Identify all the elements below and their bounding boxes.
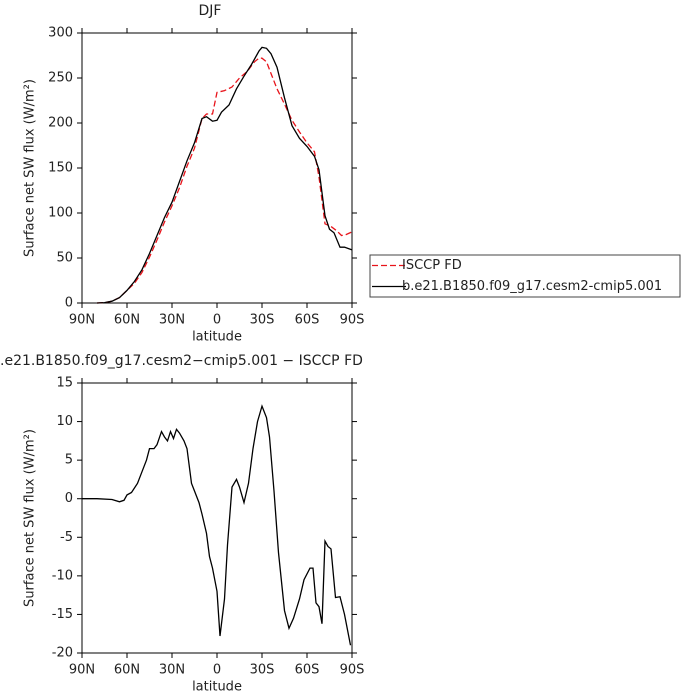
y-tick-label: -5: [60, 530, 73, 545]
plot-frame: [81, 382, 353, 654]
y-tick-label: -20: [52, 646, 73, 661]
data-line: [96, 57, 353, 304]
x-axis-label: latitude: [192, 680, 242, 695]
x-tick-label: 0: [213, 313, 221, 328]
plot-frame: [81, 32, 353, 304]
legend-label: ISCCP FD: [402, 258, 462, 273]
x-tick-label: 30S: [250, 313, 275, 328]
data-line: [96, 46, 353, 304]
x-tick-label: 60S: [295, 663, 320, 678]
y-tick-label: -15: [52, 607, 73, 622]
x-tick-label: 30N: [159, 313, 185, 328]
x-tick-label: 60S: [295, 313, 320, 328]
y-tick-label: 150: [48, 161, 73, 176]
y-tick-label: 0: [65, 296, 73, 311]
x-tick-label: 90S: [340, 663, 365, 678]
y-tick-label: 50: [56, 251, 73, 266]
y-tick-label: 300: [48, 26, 73, 41]
x-tick-label: 90N: [69, 663, 95, 678]
y-tick-label: 0: [65, 491, 73, 506]
y-tick-label: 10: [56, 414, 73, 429]
x-tick-label: 90N: [69, 313, 95, 328]
x-axis-label: latitude: [192, 330, 242, 345]
y-tick-label: 5: [65, 453, 73, 468]
y-tick-label: 200: [48, 116, 73, 131]
y-tick-label: 250: [48, 71, 73, 86]
y-tick-label: -10: [52, 568, 73, 583]
chart-title: .e21.B1850.f09_g17.cesm2−cmip5.001 − ISC…: [0, 353, 363, 369]
x-tick-label: 60N: [114, 313, 140, 328]
legend-box: [369, 254, 681, 298]
x-tick-label: 90S: [340, 313, 365, 328]
y-axis-label: Surface net SW flux (W/m²): [23, 429, 38, 607]
legend-label: b.e21.B1850.f09_g17.cesm2-cmip5.001: [402, 279, 662, 294]
data-line: [82, 404, 352, 646]
chart-title: DJF: [199, 3, 222, 19]
x-tick-label: 60N: [114, 663, 140, 678]
y-tick-label: 15: [56, 376, 73, 391]
y-tick-label: 100: [48, 206, 73, 221]
x-tick-label: 0: [213, 663, 221, 678]
y-axis-label: Surface net SW flux (W/m²): [23, 79, 38, 257]
x-tick-label: 30S: [250, 663, 275, 678]
x-tick-label: 30N: [159, 663, 185, 678]
